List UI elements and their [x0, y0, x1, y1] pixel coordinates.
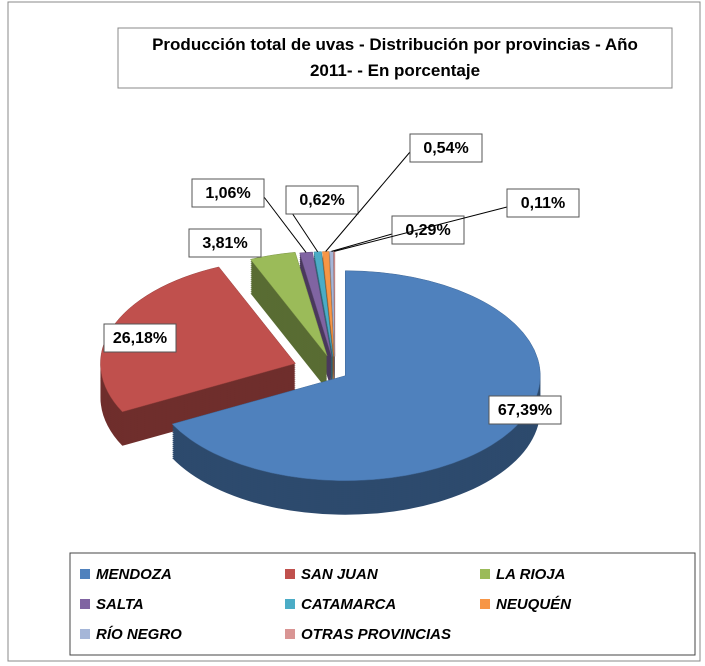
legend-swatch	[285, 629, 295, 639]
data-label-box	[506, 188, 580, 218]
legend-swatch	[480, 569, 490, 579]
data-label: 26,18%	[113, 330, 167, 347]
legend-label: LA RIOJA	[496, 566, 565, 583]
leader-line	[331, 233, 393, 252]
leader-line	[325, 151, 411, 252]
data-label: 3,81%	[202, 235, 247, 252]
legend-label: RÍO NEGRO	[96, 626, 182, 643]
legend-label: SALTA	[96, 596, 144, 613]
legend-label: OTRAS PROVINCIAS	[301, 626, 451, 643]
legend-box	[69, 552, 696, 656]
legend-swatch	[285, 569, 295, 579]
slice-side	[299, 260, 332, 365]
chart-title: Producción total de uvas - Distribución …	[152, 35, 638, 80]
legend-label: NEUQUÉN	[496, 596, 572, 613]
leader-line	[263, 196, 307, 253]
data-label: 0,54%	[423, 140, 468, 157]
data-label-box	[191, 178, 265, 208]
slice-side	[299, 254, 332, 359]
data-label-box	[488, 395, 562, 425]
data-label: 0,62%	[299, 192, 344, 209]
legend-swatch	[80, 569, 90, 579]
legend-label: CATAMARCA	[301, 596, 396, 613]
slice-side	[299, 256, 332, 361]
data-label-box	[103, 323, 177, 353]
legend-label: SAN JUAN	[301, 566, 379, 583]
slice	[322, 251, 335, 357]
title-box	[117, 27, 673, 89]
data-label: 0,11%	[521, 195, 565, 212]
slice-side	[322, 257, 334, 363]
slice	[299, 251, 332, 357]
legend-label: MENDOZA	[96, 566, 172, 583]
data-label-box	[409, 133, 483, 163]
slice-side	[313, 255, 333, 361]
data-label-box	[285, 185, 359, 215]
data-label-box	[188, 228, 262, 258]
slice-side	[322, 255, 334, 361]
data-label: 0,29%	[405, 222, 450, 239]
slice-side	[299, 258, 332, 363]
slice-side	[313, 253, 333, 359]
slice	[250, 252, 328, 357]
data-label: 1,06%	[205, 185, 250, 202]
slice-side	[313, 257, 333, 363]
slice-side	[299, 262, 332, 367]
legend-swatch	[480, 599, 490, 609]
legend-swatch	[80, 599, 90, 609]
legend-swatch	[285, 599, 295, 609]
data-label: 67,39%	[498, 402, 552, 419]
legend-swatch	[80, 629, 90, 639]
leader-line	[334, 206, 508, 252]
slice-side	[299, 264, 332, 369]
slice	[171, 270, 541, 481]
